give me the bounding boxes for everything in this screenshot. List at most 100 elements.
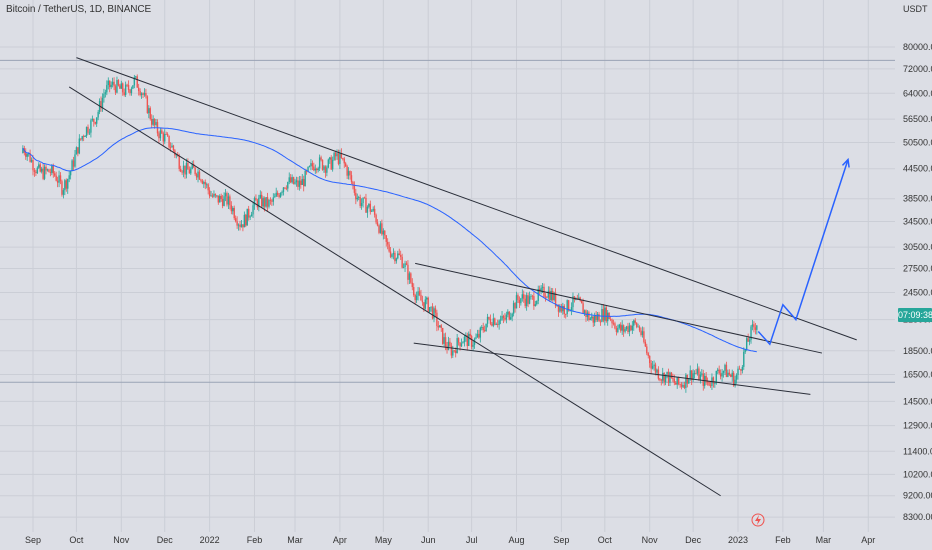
candle — [709, 380, 712, 388]
candle-body — [404, 263, 406, 267]
candle-body — [630, 325, 632, 331]
candle-body — [410, 273, 412, 283]
candle-body — [385, 235, 387, 242]
candle — [201, 179, 204, 185]
candle — [373, 205, 376, 218]
candle-body — [122, 83, 124, 93]
candle-body — [560, 306, 563, 312]
candle — [660, 378, 662, 386]
candle-body — [372, 208, 374, 211]
candle — [384, 230, 386, 239]
lower-channel-trendline — [68, 86, 721, 497]
candle — [359, 194, 361, 209]
candle — [701, 369, 703, 377]
candle-body — [549, 290, 551, 301]
candle — [219, 194, 221, 203]
candle — [472, 340, 474, 351]
candle-body — [349, 171, 351, 176]
candle — [698, 366, 700, 381]
candle — [143, 88, 146, 97]
y-tick-label: 38500.00 — [903, 194, 932, 204]
candle-body — [171, 145, 173, 148]
candle-body — [414, 294, 416, 301]
candle-body — [195, 174, 198, 178]
candle — [579, 296, 581, 302]
candle — [289, 174, 292, 184]
candle-body — [690, 370, 693, 381]
y-axis-unit: USDT — [903, 4, 928, 14]
candle — [48, 168, 50, 173]
candle — [194, 167, 196, 176]
candle-body — [565, 313, 567, 315]
candle-body — [688, 379, 690, 384]
candle-body — [152, 118, 154, 125]
candle-body — [162, 133, 164, 142]
candle — [463, 335, 466, 347]
candle — [366, 205, 369, 218]
candle — [375, 213, 377, 225]
candle-body — [424, 299, 427, 309]
candle-body — [605, 307, 607, 322]
candle — [643, 327, 645, 344]
candle-body — [706, 381, 709, 383]
moving-average-line — [22, 127, 757, 353]
candle — [462, 341, 464, 344]
candle-body — [732, 372, 735, 386]
candle-body — [382, 230, 385, 235]
candle-body — [136, 76, 138, 88]
candle-body — [201, 180, 204, 184]
inner-upper-trendline — [415, 262, 823, 354]
candle-body — [689, 370, 691, 380]
candle — [544, 293, 547, 302]
candle-body — [104, 92, 107, 94]
candle-body — [538, 288, 541, 292]
candle — [195, 172, 198, 181]
candle — [247, 205, 250, 221]
candle-body — [263, 198, 266, 207]
candle-body — [54, 173, 56, 176]
candle-body — [188, 169, 191, 174]
candle-body — [508, 311, 510, 320]
candle — [510, 312, 512, 321]
candle — [331, 156, 334, 172]
candle — [67, 178, 69, 194]
candle — [84, 135, 86, 137]
candle — [288, 172, 290, 185]
candle — [318, 154, 321, 171]
candle-body — [139, 91, 141, 95]
candle — [508, 311, 510, 321]
candle — [394, 250, 396, 265]
candle — [129, 88, 131, 96]
candle-body — [747, 338, 749, 342]
candle — [226, 191, 228, 207]
candle — [747, 333, 749, 342]
candle — [56, 176, 59, 188]
candle-body — [501, 315, 503, 320]
candle — [310, 159, 312, 171]
candle — [492, 313, 495, 328]
candle-body — [541, 286, 544, 288]
candle-body — [22, 148, 24, 153]
candle-body — [292, 177, 295, 184]
candle-body — [340, 153, 343, 158]
candle-body — [165, 133, 167, 135]
candle-body — [567, 300, 570, 311]
candle — [405, 261, 408, 266]
candle — [550, 287, 552, 301]
candle-body — [250, 214, 253, 217]
candle — [74, 149, 76, 168]
candle-body — [444, 337, 447, 347]
event-marker[interactable] — [751, 513, 765, 527]
candle — [730, 373, 732, 378]
candle-body — [695, 373, 697, 375]
candle — [317, 166, 319, 173]
candle-body — [667, 371, 670, 383]
candle-body — [638, 326, 641, 331]
candle — [179, 165, 182, 173]
candle-body — [55, 175, 57, 181]
candle — [552, 288, 554, 302]
candle — [690, 370, 693, 386]
x-tick-label: Dec — [685, 535, 702, 545]
